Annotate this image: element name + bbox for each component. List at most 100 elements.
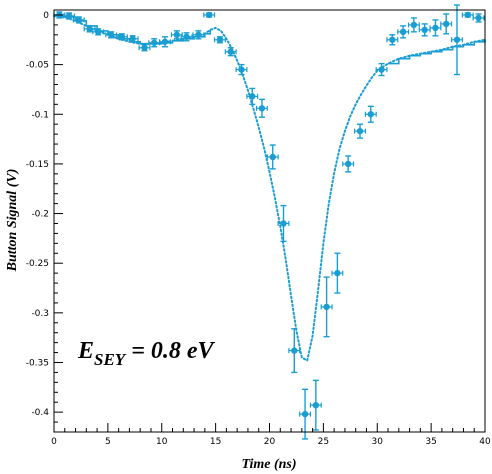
tick-layer: 0 5 10 15 20 25 30 35 40 0 -0.05 -0.1 -0.15 -0.2 -0.25… [26,11,491,447]
measured-point [429,19,442,37]
measured-point [450,4,463,76]
data-marker [75,16,82,24]
measured-point [331,252,344,294]
measured-point [288,328,301,374]
simulated-step-right [388,39,486,65]
data-marker [334,269,341,277]
data-marker [118,33,126,41]
x-tick-label: 20 [264,437,276,447]
data-marker [443,20,450,28]
data-marker [216,36,224,43]
annotation-rest: = 0.8 eV [125,338,215,364]
sey-annotation: ESEY = 0.8 eV [77,338,216,369]
data-marker [291,347,298,354]
measured-point [277,204,290,243]
measured-point [138,44,151,52]
simulated-curve [53,15,486,363]
data-marker [399,28,407,36]
measured-point [105,31,118,39]
data-marker [205,11,213,19]
data-marker [301,410,309,418]
measured-point [407,17,420,33]
data-marker [195,31,202,39]
measured-point [180,32,193,42]
y-tick-label: -0.35 [26,358,49,368]
measured-point [266,144,279,170]
measured-point [364,105,377,123]
y-tick-label: -0.2 [31,210,49,220]
y-axis-title: Button Signal (V) [5,169,20,273]
data-marker [249,93,256,100]
x-tick-label: 5 [105,437,111,447]
measured-point [309,379,322,431]
measured-point [213,36,226,44]
measured-point [461,11,474,19]
measured-point [342,155,355,173]
y-tick-label: -0.15 [26,160,49,170]
data-marker [323,303,330,311]
y-tick-label: -0.3 [31,309,49,319]
measured-point [320,276,333,338]
data-marker [453,36,461,43]
measured-point [386,34,399,46]
data-marker [258,105,266,112]
measured-point [354,123,366,139]
data-marker [161,38,169,45]
measured-point [72,16,85,24]
x-tick-label: 25 [318,437,329,447]
data-marker [129,35,136,42]
measured-point [126,35,139,43]
measured-point [170,30,183,40]
data-marker [464,11,471,19]
y-tick-label: -0.1 [31,110,49,120]
measured-point [472,13,485,23]
measured-point [192,30,205,40]
measured-point [246,87,259,106]
x-axis-title: Time (ns) [241,457,296,472]
data-marker [475,14,482,22]
data-marker [65,12,73,20]
measured-point [235,63,248,76]
x-tick-label: 15 [210,437,221,447]
measured-point [158,36,171,48]
x-tick-label: 35 [425,437,436,447]
data-marker [432,24,439,32]
y-tick-label: -0.05 [26,61,49,71]
data-marker [367,111,374,118]
measured-point [224,47,237,57]
data-marker [107,31,115,39]
data-marker [173,31,181,39]
measured-point [397,25,410,39]
data-marker [151,39,158,46]
measured-point [418,23,431,37]
data-marker [227,48,234,55]
measured-point [255,98,268,118]
data-marker [389,36,396,43]
annotation-main: E [77,338,94,364]
data-marker [269,153,276,161]
y-tick-label: -0.25 [26,259,49,269]
data-marker [141,44,148,51]
x-tick-label: 40 [479,437,491,447]
data-marker [183,33,190,41]
measured-point [83,25,96,33]
series-layer [53,4,486,440]
data-marker [94,28,102,36]
data-marker [410,21,418,29]
data-marker [421,26,428,34]
data-marker [238,66,245,73]
data-marker [378,66,385,73]
measured-point [440,13,453,35]
measured-point [92,28,105,36]
data-marker [356,127,364,135]
annotation-subscript: SEY [94,350,127,369]
data-marker [312,401,320,409]
y-tick-label: -0.4 [31,408,49,418]
x-tick-label: 30 [372,437,384,447]
x-tick-label: 10 [156,437,168,447]
data-marker [344,160,352,168]
x-tick-label: 0 [51,437,57,447]
data-marker [280,220,287,227]
measured-point [63,12,76,20]
